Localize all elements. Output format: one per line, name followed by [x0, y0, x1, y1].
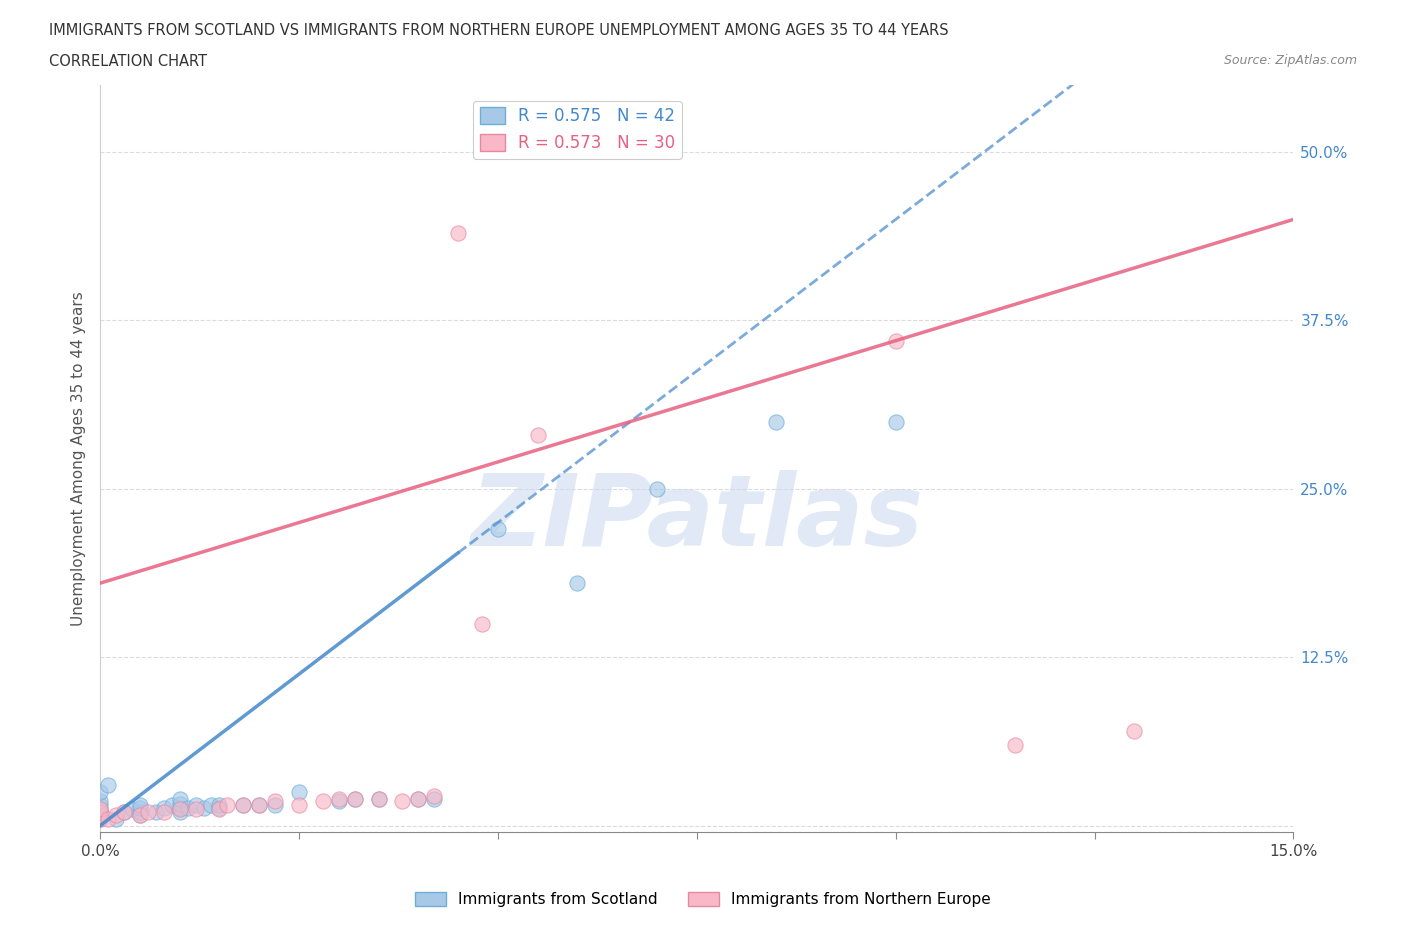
Point — [121, 802, 143, 817]
Point — [645, 482, 668, 497]
Point — [97, 812, 120, 827]
Point — [169, 797, 191, 812]
Point — [129, 801, 152, 816]
Point — [97, 777, 120, 792]
Point — [169, 791, 191, 806]
Point — [89, 812, 111, 827]
Point — [328, 791, 350, 806]
Point — [105, 807, 128, 822]
Point — [486, 522, 509, 537]
Point — [89, 785, 111, 800]
Point — [408, 791, 430, 806]
Point — [526, 428, 548, 443]
Point — [129, 807, 152, 822]
Point — [471, 617, 494, 631]
Legend: R = 0.575   N = 42, R = 0.573   N = 30: R = 0.575 N = 42, R = 0.573 N = 30 — [472, 100, 682, 158]
Point — [567, 576, 589, 591]
Point — [89, 802, 111, 817]
Point — [129, 804, 152, 819]
Legend: Immigrants from Scotland, Immigrants from Northern Europe: Immigrants from Scotland, Immigrants fro… — [409, 885, 997, 913]
Point — [105, 812, 128, 827]
Point — [343, 791, 366, 806]
Point — [367, 791, 389, 806]
Text: ZIPatlas: ZIPatlas — [470, 470, 924, 567]
Point — [1123, 724, 1146, 738]
Point — [152, 801, 174, 816]
Point — [112, 804, 135, 819]
Point — [328, 794, 350, 809]
Y-axis label: Unemployment Among Ages 35 to 44 years: Unemployment Among Ages 35 to 44 years — [72, 291, 86, 626]
Text: IMMIGRANTS FROM SCOTLAND VS IMMIGRANTS FROM NORTHERN EUROPE UNEMPLOYMENT AMONG A: IMMIGRANTS FROM SCOTLAND VS IMMIGRANTS F… — [49, 23, 949, 38]
Point — [343, 791, 366, 806]
Point — [423, 791, 446, 806]
Text: CORRELATION CHART: CORRELATION CHART — [49, 54, 207, 69]
Point — [89, 807, 111, 822]
Point — [391, 794, 413, 809]
Point — [264, 798, 287, 813]
Point — [423, 789, 446, 804]
Point — [247, 798, 270, 813]
Point — [208, 801, 231, 816]
Point — [89, 804, 111, 819]
Point — [169, 802, 191, 817]
Point — [160, 798, 183, 813]
Point — [136, 804, 159, 819]
Point — [145, 804, 167, 819]
Point — [169, 801, 191, 816]
Point — [89, 804, 111, 819]
Point — [89, 812, 111, 827]
Point — [232, 798, 254, 813]
Point — [884, 414, 907, 429]
Point — [129, 807, 152, 822]
Point — [288, 798, 311, 813]
Point — [184, 798, 207, 813]
Point — [89, 798, 111, 813]
Text: Source: ZipAtlas.com: Source: ZipAtlas.com — [1223, 54, 1357, 67]
Point — [367, 791, 389, 806]
Point — [765, 414, 787, 429]
Point — [89, 794, 111, 809]
Point — [89, 802, 111, 817]
Point — [169, 804, 191, 819]
Point — [288, 785, 311, 800]
Point — [447, 225, 470, 240]
Point — [208, 798, 231, 813]
Point — [217, 798, 239, 813]
Point — [112, 804, 135, 819]
Point — [232, 798, 254, 813]
Point — [152, 804, 174, 819]
Point — [193, 801, 215, 816]
Point — [264, 794, 287, 809]
Point — [884, 333, 907, 348]
Point — [200, 798, 222, 813]
Point — [408, 791, 430, 806]
Point — [176, 801, 198, 816]
Point — [184, 802, 207, 817]
Point — [247, 798, 270, 813]
Point — [129, 798, 152, 813]
Point — [208, 802, 231, 817]
Point — [1004, 737, 1026, 752]
Point — [312, 794, 335, 809]
